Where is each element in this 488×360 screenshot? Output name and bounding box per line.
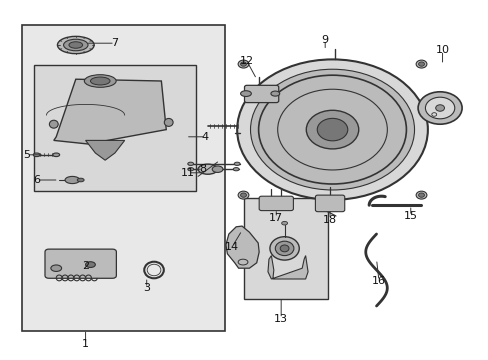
Ellipse shape: [415, 191, 426, 199]
Ellipse shape: [305, 110, 358, 149]
Text: 6: 6: [33, 175, 40, 185]
FancyBboxPatch shape: [315, 195, 344, 212]
Ellipse shape: [65, 176, 80, 184]
Ellipse shape: [187, 162, 193, 165]
Ellipse shape: [237, 59, 427, 200]
Ellipse shape: [234, 162, 240, 165]
Ellipse shape: [85, 262, 95, 267]
Ellipse shape: [164, 118, 173, 126]
Text: 11: 11: [181, 168, 195, 178]
Text: 12: 12: [240, 56, 253, 66]
Ellipse shape: [51, 265, 61, 271]
FancyBboxPatch shape: [259, 196, 293, 211]
Ellipse shape: [240, 62, 246, 66]
Text: 16: 16: [371, 276, 385, 286]
Ellipse shape: [277, 89, 386, 170]
Text: 10: 10: [435, 45, 448, 55]
Ellipse shape: [84, 75, 116, 87]
Text: 18: 18: [323, 215, 336, 225]
Text: 15: 15: [403, 211, 417, 221]
Ellipse shape: [53, 153, 60, 157]
Bar: [244, 198, 327, 299]
Ellipse shape: [425, 97, 454, 119]
Text: 2: 2: [82, 261, 89, 271]
Text: 7: 7: [111, 38, 118, 48]
Text: 5: 5: [23, 150, 30, 160]
Ellipse shape: [418, 193, 424, 197]
Ellipse shape: [240, 91, 251, 96]
Ellipse shape: [49, 120, 58, 128]
Polygon shape: [225, 226, 259, 268]
Ellipse shape: [275, 241, 293, 256]
Ellipse shape: [317, 118, 347, 141]
Ellipse shape: [57, 36, 94, 54]
Ellipse shape: [33, 153, 40, 157]
Bar: [34, 65, 195, 191]
Text: 8: 8: [199, 164, 206, 174]
Ellipse shape: [233, 167, 239, 171]
Polygon shape: [267, 256, 307, 279]
Polygon shape: [85, 140, 124, 160]
Ellipse shape: [415, 60, 426, 68]
Ellipse shape: [90, 77, 110, 85]
Ellipse shape: [240, 193, 246, 197]
Text: 3: 3: [143, 283, 150, 293]
Text: 4: 4: [202, 132, 208, 142]
Ellipse shape: [69, 42, 82, 48]
Ellipse shape: [280, 245, 288, 252]
Ellipse shape: [238, 191, 248, 199]
Ellipse shape: [417, 92, 461, 124]
Text: 9: 9: [321, 35, 328, 45]
Ellipse shape: [270, 91, 279, 96]
Text: 14: 14: [225, 242, 239, 252]
FancyBboxPatch shape: [244, 85, 278, 103]
Ellipse shape: [198, 164, 217, 174]
Polygon shape: [54, 79, 166, 144]
Ellipse shape: [63, 39, 88, 51]
Ellipse shape: [281, 221, 287, 225]
Text: 17: 17: [269, 213, 283, 223]
Bar: [22, 25, 224, 331]
Ellipse shape: [418, 62, 424, 66]
Ellipse shape: [77, 178, 84, 182]
Text: 1: 1: [82, 339, 89, 349]
Text: 13: 13: [274, 314, 287, 324]
Ellipse shape: [269, 237, 299, 260]
Ellipse shape: [212, 166, 223, 172]
Ellipse shape: [435, 105, 444, 111]
Ellipse shape: [187, 167, 193, 171]
Ellipse shape: [250, 69, 414, 190]
Ellipse shape: [238, 60, 248, 68]
FancyBboxPatch shape: [45, 249, 116, 278]
